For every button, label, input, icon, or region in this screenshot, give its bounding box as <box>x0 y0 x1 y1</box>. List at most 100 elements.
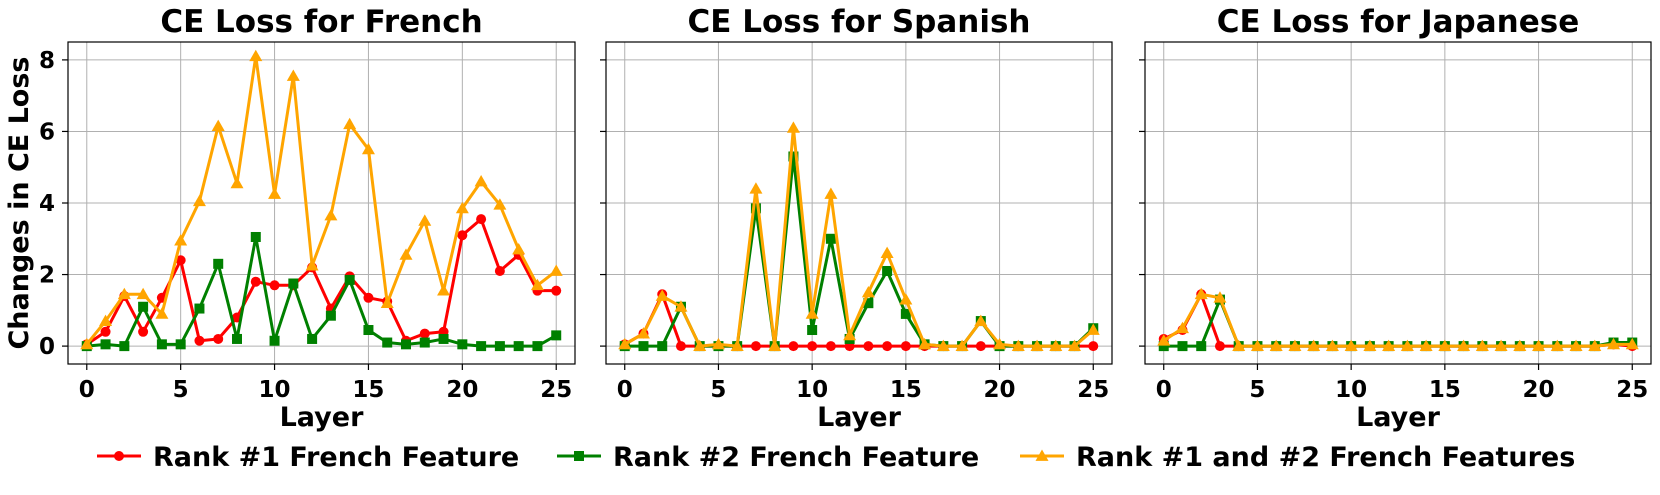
data-point <box>288 278 299 289</box>
data-point <box>194 303 205 314</box>
data-point <box>382 337 393 348</box>
x-tick-label: 25 <box>540 377 572 403</box>
data-point <box>618 337 632 350</box>
data-point <box>1088 341 1099 352</box>
data-point <box>457 230 468 241</box>
chart-title: CE Loss for Japanese <box>1217 4 1579 40</box>
data-point <box>1214 341 1225 352</box>
data-point <box>1307 339 1321 351</box>
data-point <box>363 325 374 336</box>
data-point <box>1588 339 1602 351</box>
x-tick-label: 15 <box>1429 377 1461 403</box>
data-point <box>512 243 526 255</box>
data-point <box>117 287 131 300</box>
y-tick-label: 4 <box>39 191 55 217</box>
data-point <box>100 326 111 337</box>
data-point <box>138 301 149 312</box>
data-point <box>1457 339 1471 351</box>
data-point <box>1363 339 1377 351</box>
data-point <box>1494 339 1508 351</box>
data-point <box>230 176 244 189</box>
data-point <box>474 175 488 187</box>
x-tick-label: 10 <box>796 377 828 403</box>
data-point <box>1086 323 1100 335</box>
series-3 <box>1157 287 1639 351</box>
x-tick-label: 5 <box>710 377 726 403</box>
data-point <box>1232 339 1246 351</box>
data-point <box>693 339 707 351</box>
data-point <box>494 341 505 352</box>
data-point <box>438 333 449 344</box>
data-point <box>749 182 763 194</box>
data-point <box>1269 339 1283 351</box>
data-point <box>824 187 838 199</box>
data-point <box>1011 339 1025 351</box>
x-tick-label: 0 <box>79 377 95 403</box>
data-point <box>1157 334 1171 346</box>
x-tick-label: 0 <box>1156 377 1172 403</box>
data-point <box>119 341 130 352</box>
data-point <box>305 259 319 271</box>
series-line <box>624 154 1095 348</box>
data-point <box>900 308 911 319</box>
data-point <box>250 276 261 287</box>
x-tick-label: 25 <box>1616 377 1648 403</box>
data-point <box>269 280 280 291</box>
x-tick-label: 20 <box>446 377 478 403</box>
data-point <box>974 314 988 326</box>
chart-title: CE Loss for French <box>160 4 482 40</box>
data-point <box>1325 339 1339 351</box>
series-3 <box>80 49 563 350</box>
data-point <box>455 201 469 214</box>
data-point <box>419 337 430 348</box>
data-point <box>805 307 819 319</box>
data-point <box>638 341 649 352</box>
legend-marker <box>574 451 584 461</box>
data-point <box>1475 339 1489 351</box>
data-point <box>532 341 543 352</box>
data-point <box>863 298 874 309</box>
data-point <box>1625 337 1639 350</box>
x-tick-label: 0 <box>617 377 633 403</box>
data-point <box>788 341 799 352</box>
series-2 <box>81 231 562 352</box>
data-point <box>343 117 357 130</box>
data-point <box>730 339 744 351</box>
data-point <box>1382 339 1396 351</box>
data-point <box>636 327 650 339</box>
series-line <box>85 54 558 346</box>
series-3 <box>618 121 1100 351</box>
y-tick-label: 0 <box>39 334 55 360</box>
data-point <box>100 339 111 350</box>
y-tick-label: 8 <box>39 48 55 74</box>
data-point <box>457 339 468 350</box>
data-point <box>155 307 169 319</box>
data-point <box>213 333 224 344</box>
series-2 <box>619 151 1099 352</box>
x-tick-label: 5 <box>1249 377 1265 403</box>
data-point <box>363 292 374 303</box>
data-point <box>213 258 224 269</box>
y-tick-label: 6 <box>39 119 55 145</box>
legend-entry: Rank #1 and #2 French Features <box>1020 442 1575 473</box>
x-tick-label: 10 <box>259 377 291 403</box>
legend-marker <box>114 451 124 461</box>
data-point <box>401 339 411 350</box>
data-point <box>1250 339 1264 351</box>
data-point <box>1213 291 1227 303</box>
data-point <box>399 248 413 260</box>
data-point <box>232 333 242 344</box>
data-point <box>344 274 355 285</box>
series-1 <box>1158 289 1638 352</box>
data-point <box>494 265 505 276</box>
x-tick-label: 20 <box>984 377 1016 403</box>
data-point <box>307 333 318 344</box>
data-point <box>786 121 800 133</box>
data-point <box>138 326 149 337</box>
data-point <box>1438 339 1452 351</box>
data-point <box>899 293 913 305</box>
chart-panel-2: 0 5 10 15 20 25 CE Loss for Spanish Layer <box>600 4 1113 433</box>
data-point <box>993 337 1007 350</box>
